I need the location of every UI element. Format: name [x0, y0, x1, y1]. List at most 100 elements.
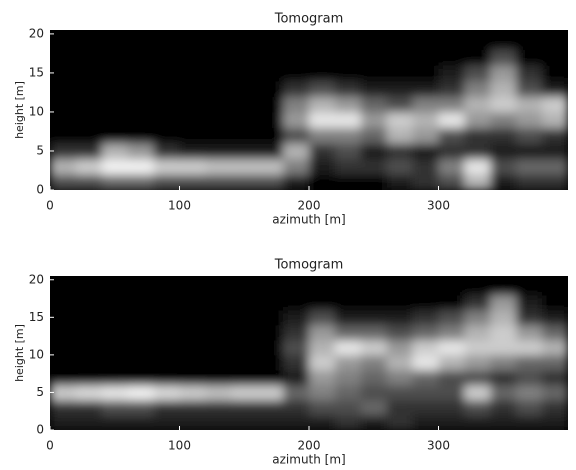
heatmap-cell: [205, 65, 232, 82]
heatmap-cell: [179, 279, 206, 296]
heatmap-cell: [464, 80, 491, 97]
heatmap-cell: [386, 399, 414, 416]
heatmap-cell: [490, 111, 517, 129]
heatmap-cell: [464, 369, 491, 386]
heatmap-blur: [50, 33, 568, 190]
heatmap-cell: [464, 324, 491, 341]
heatmap-cell: [386, 111, 414, 129]
heatmap-cell: [231, 279, 258, 296]
heatmap-cell: [179, 384, 206, 401]
heatmap-cell: [386, 324, 414, 341]
heatmap-cell: [75, 96, 103, 113]
heatmap-cell: [412, 158, 439, 175]
heatmap-cell: [360, 294, 388, 311]
heatmap-cell: [127, 354, 155, 371]
heatmap-cell: [101, 80, 129, 97]
heatmap-cell: [542, 354, 568, 371]
heatmap-cell: [438, 309, 465, 326]
x-tick-label: 100: [168, 439, 191, 453]
heatmap-cell: [490, 158, 517, 175]
heatmap-cell: [231, 414, 258, 430]
heatmap-cell: [50, 324, 77, 341]
heatmap-cell: [205, 174, 232, 190]
heatmap-cell: [153, 354, 180, 371]
heatmap-cell: [179, 174, 206, 190]
heatmap-cell: [283, 369, 310, 386]
heatmap-cell: [360, 96, 388, 113]
heatmap-cell: [490, 96, 517, 113]
heatmap-cell: [516, 33, 543, 51]
heatmap-cell: [490, 33, 517, 51]
heatmap-cell: [283, 324, 310, 341]
heatmap-cell: [127, 384, 155, 401]
heatmap-cell: [127, 339, 155, 356]
heatmap-cell: [50, 369, 77, 386]
heatmap-cell: [386, 96, 414, 113]
heatmap-cell: [257, 33, 284, 51]
heatmap-cell: [386, 369, 414, 386]
heatmap-cell: [283, 158, 310, 175]
x-tick-label: 100: [168, 199, 191, 213]
heatmap-cell: [386, 65, 414, 82]
heatmap-cell: [231, 354, 258, 371]
heatmap-cell: [464, 33, 491, 51]
heatmap-cell: [309, 384, 336, 401]
heatmap-cell: [412, 127, 439, 144]
heatmap-cell: [334, 158, 362, 175]
heatmap-cell: [386, 127, 414, 144]
heatmap-cell: [386, 80, 414, 97]
heatmap-cell: [334, 384, 362, 401]
heatmap-cell: [75, 354, 103, 371]
heatmap-cell: [50, 158, 77, 175]
heatmap-cell: [257, 354, 284, 371]
heatmap-cell: [542, 369, 568, 386]
heatmap-cell: [490, 354, 517, 371]
heatmap-cell: [309, 414, 336, 430]
heatmap-cell: [231, 369, 258, 386]
heatmap-cell: [50, 174, 77, 190]
heatmap-cell: [464, 143, 491, 160]
heatmap-cell: [464, 96, 491, 113]
heatmap-cell: [50, 354, 77, 371]
heatmap-cell: [127, 143, 155, 160]
heatmap-cell: [153, 80, 180, 97]
heatmap-cell: [438, 279, 465, 296]
heatmap-cell: [153, 127, 180, 144]
heatmap-cell: [438, 80, 465, 97]
heatmap-cell: [231, 143, 258, 160]
heatmap-cell: [231, 127, 258, 144]
heatmap-cell: [412, 65, 439, 82]
heatmap-cell: [205, 339, 232, 356]
heatmap-cell: [257, 369, 284, 386]
heatmap-cell: [360, 354, 388, 371]
y-tick-label: 20: [29, 272, 44, 286]
heatmap-cell: [153, 143, 180, 160]
chart-title: Tomogram: [274, 258, 344, 273]
heatmap-cell: [412, 354, 439, 371]
heatmap-cell: [50, 399, 77, 416]
heatmap-cell: [464, 49, 491, 66]
heatmap-cell: [257, 49, 284, 66]
heatmap-cell: [542, 414, 568, 430]
heatmap-cell: [516, 309, 543, 326]
heatmap-cell: [101, 158, 129, 175]
heatmap-cell: [179, 65, 206, 82]
heatmap-cell: [412, 369, 439, 386]
heatmap-cell: [464, 384, 491, 401]
heatmap-cell: [257, 65, 284, 82]
heatmap-cell: [438, 369, 465, 386]
heatmap-cell: [101, 309, 129, 326]
y-tick-label: 15: [29, 65, 44, 79]
heatmap-cell: [75, 127, 103, 144]
heatmap-cell: [205, 143, 232, 160]
heatmap-cell: [179, 414, 206, 430]
heatmap-cell: [127, 369, 155, 386]
heatmap-cell: [516, 49, 543, 66]
heatmap-cell: [283, 65, 310, 82]
heatmap-cell: [386, 384, 414, 401]
heatmap-cell: [205, 384, 232, 401]
heatmap-cell: [542, 96, 568, 113]
heatmap-cell: [153, 65, 180, 82]
heatmap-cell: [283, 96, 310, 113]
